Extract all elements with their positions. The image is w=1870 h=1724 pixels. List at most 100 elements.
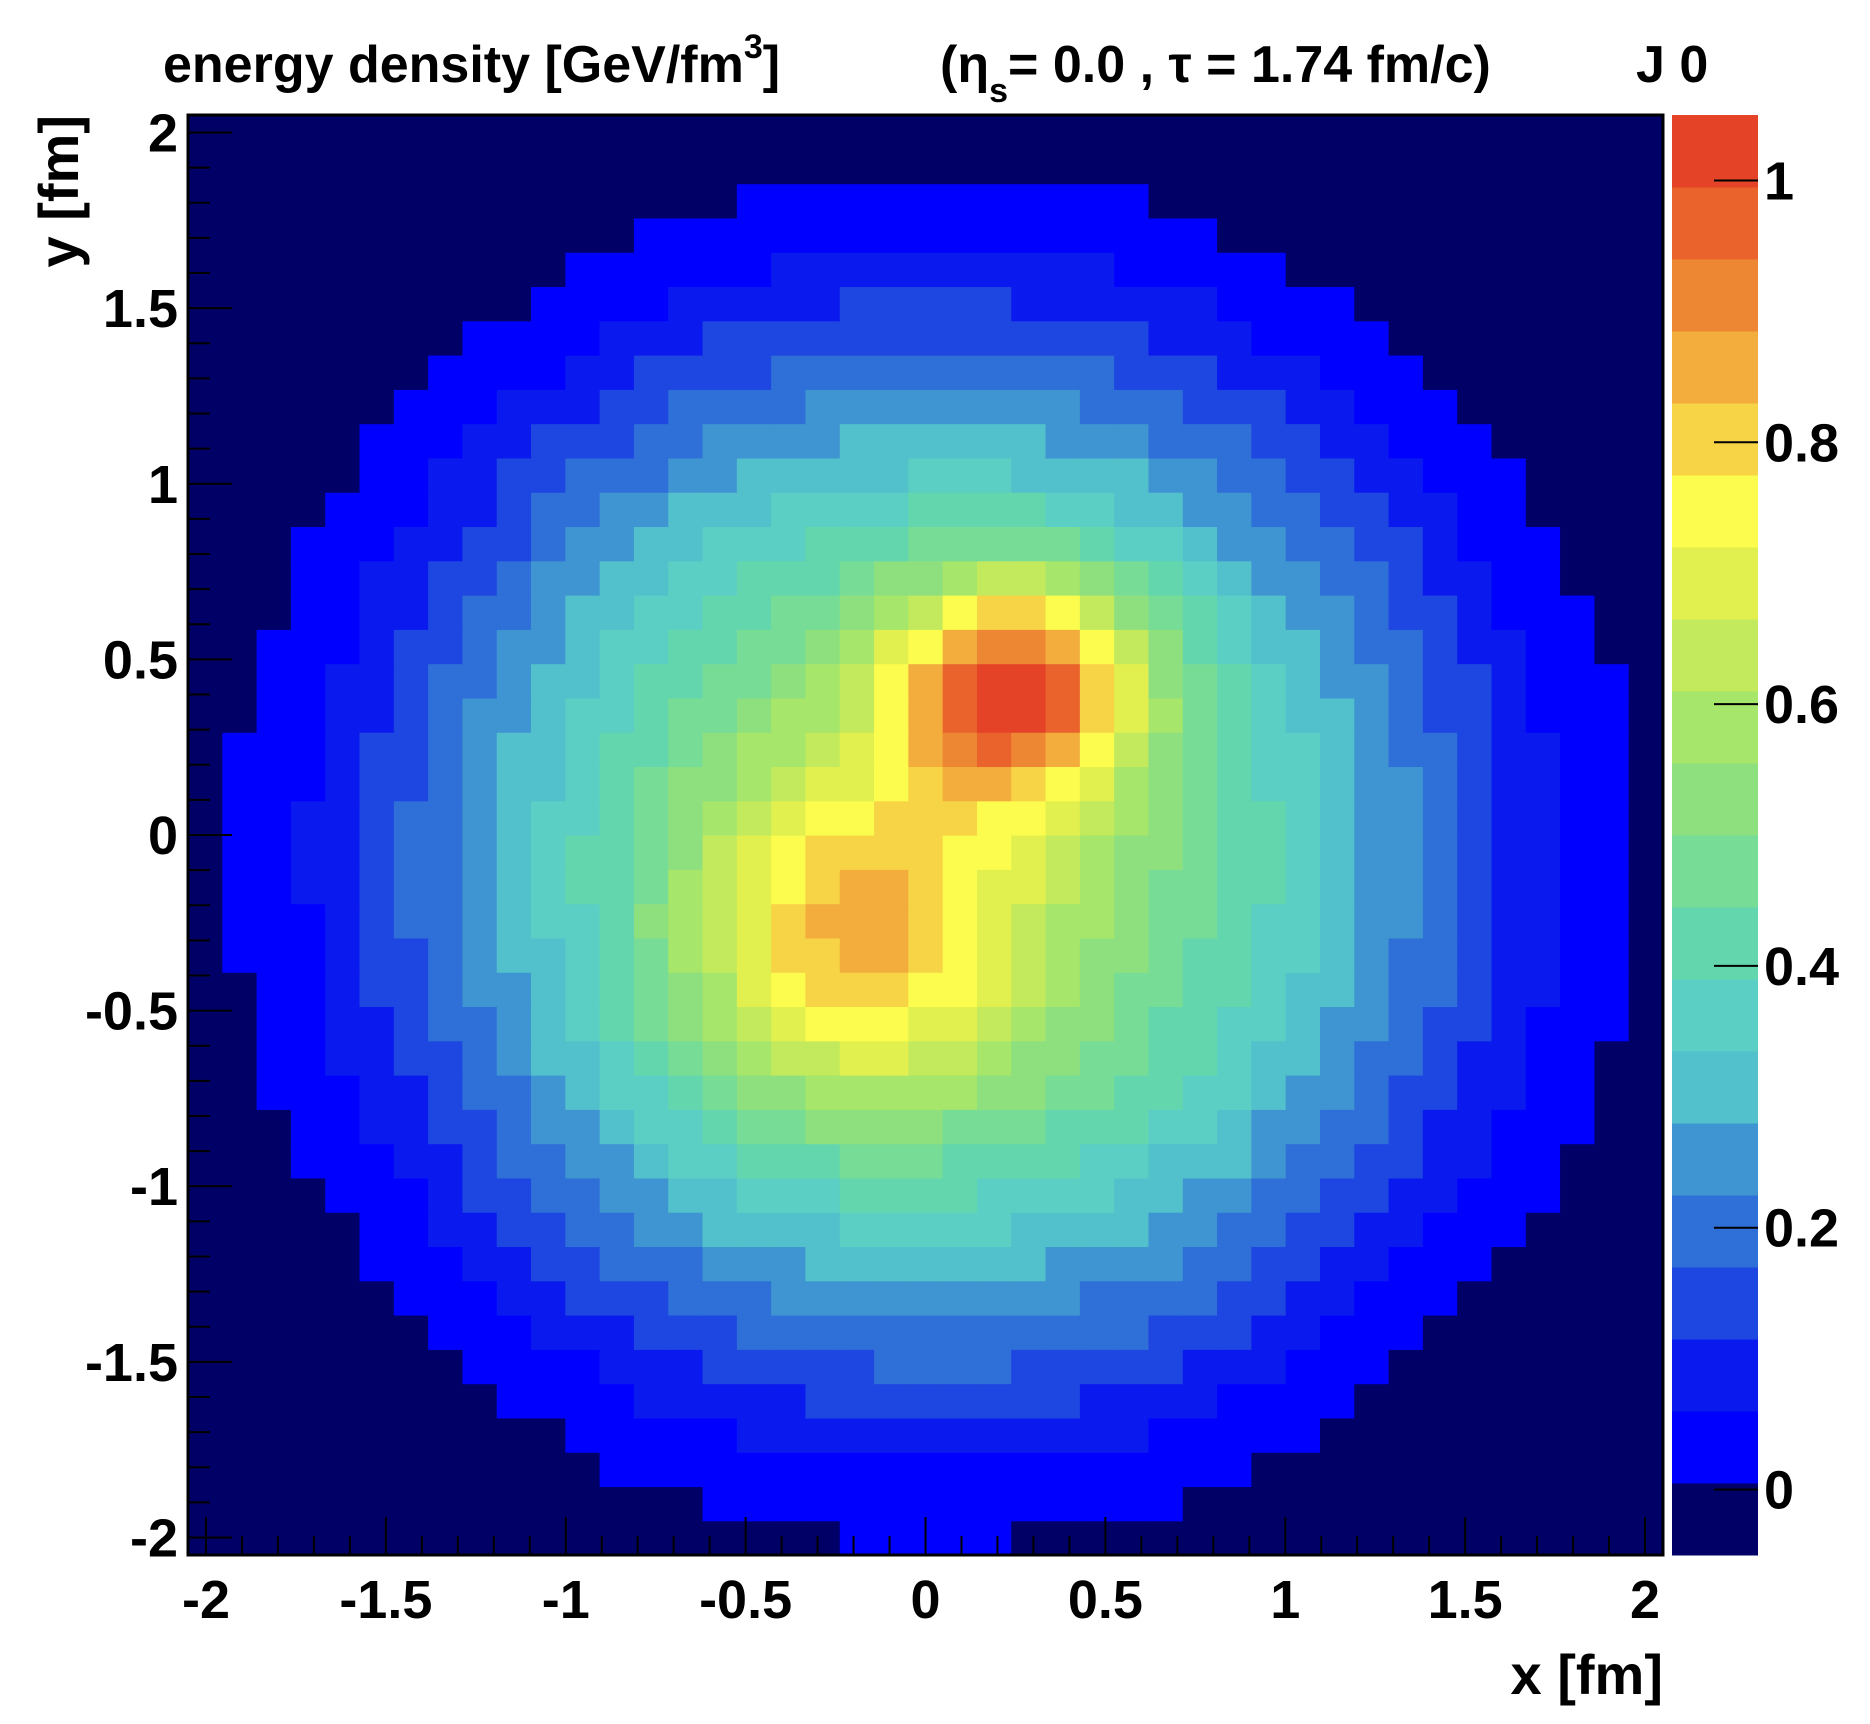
heatmap-cell [565,320,601,356]
colorbar-swatch [1672,1339,1758,1412]
heatmap-cell [1251,389,1287,425]
heatmap-cell [1079,389,1115,425]
heatmap-cell [359,835,395,870]
heatmap-cell [1319,560,1355,596]
heatmap-cell [531,800,566,836]
heatmap-cell [668,526,704,562]
heatmap-cell [1148,320,1184,356]
heatmap-cell [325,217,361,253]
heatmap-cell [1319,1452,1355,1488]
heatmap-cell [1285,663,1321,699]
heatmap-cell [1182,115,1218,150]
heatmap-cell [771,629,807,665]
colorbar-swatch [1672,619,1758,692]
heatmap-cell [805,389,841,425]
heatmap-cell [359,423,395,459]
heatmap-cell [668,766,704,802]
heatmap-cell [1354,595,1390,630]
heatmap-cell [256,732,292,768]
heatmap-cell [1388,183,1424,219]
heatmap-cell [1251,1280,1287,1316]
heatmap-cell [222,1452,258,1488]
heatmap-cell [942,320,978,356]
heatmap-cell [702,1212,738,1248]
title-eta-symbol: η [957,36,989,94]
heatmap-cell [1217,1177,1252,1213]
heatmap-cell [942,1109,978,1145]
heatmap-cell [874,663,909,699]
heatmap-cell [976,560,1012,596]
heatmap-cell [1045,800,1081,836]
heatmap-cell [1319,732,1355,768]
heatmap-cell [565,1520,601,1556]
heatmap-cell [908,252,944,288]
heatmap-cell [1045,1520,1081,1556]
heatmap-cell [599,1177,635,1213]
heatmap-cell [531,389,566,425]
heatmap-cell [805,1280,841,1316]
x-tick-label: 1.5 [1428,1570,1503,1630]
heatmap-cell [222,1177,258,1213]
heatmap-cell [290,423,326,459]
heatmap-cell [1560,1349,1595,1385]
heatmap-cell [462,595,498,630]
heatmap-cell [1525,492,1561,528]
heatmap-cell [736,1143,772,1179]
heatmap-cell [1491,1520,1527,1556]
heatmap-cell [908,835,944,870]
heatmap-cell [1457,149,1493,185]
heatmap-cell [839,355,875,390]
heatmap-cell [565,1452,601,1488]
heatmap-cell [1011,1212,1047,1248]
heatmap-cell [1217,149,1252,185]
heatmap-cell [976,1315,1012,1350]
heatmap-cell [1319,1143,1355,1179]
heatmap-cell [359,1280,395,1316]
heatmap-cell [1182,457,1218,493]
heatmap-cell [1560,355,1595,390]
heatmap-cell [736,1452,772,1488]
heatmap-cell [1319,869,1355,905]
heatmap-cell [290,1417,326,1453]
heatmap-cell [1079,183,1115,219]
heatmap-cell [668,629,704,665]
heatmap-cell [1148,389,1184,425]
heatmap-cell [325,869,361,905]
heatmap-cell [1457,1486,1493,1522]
heatmap-cell [256,217,292,253]
heatmap-cell [1079,492,1115,528]
heatmap-cell [1525,1520,1561,1556]
heatmap-cell [599,732,635,768]
heatmap-cell [839,629,875,665]
heatmap-cell [1388,1109,1424,1145]
heatmap-cell [1354,1040,1390,1076]
heatmap-cell [1457,355,1493,390]
heatmap-cell [702,937,738,973]
heatmap-cell [1594,869,1630,905]
heatmap-cell [428,149,464,185]
heatmap-cell [805,1212,841,1248]
heatmap-cell [1319,526,1355,562]
heatmap-cell [1491,115,1527,150]
heatmap-cell [1285,937,1321,973]
y-tick-label: 1 [148,455,178,515]
heatmap-cell [290,149,326,185]
heatmap-cell [805,903,841,939]
heatmap-cell [1525,1143,1561,1179]
heatmap-cell [1354,937,1390,973]
heatmap-cell [1525,355,1561,390]
heatmap-cell [256,423,292,459]
heatmap-cell [1457,595,1493,630]
heatmap-cell [325,457,361,493]
heatmap-cell [1011,1452,1047,1488]
heatmap-cell [1182,560,1218,596]
heatmap-cell [325,1452,361,1488]
heatmap-cell [393,766,429,802]
heatmap-cell [1491,320,1527,356]
heatmap-cell [222,183,258,219]
heatmap-cell [976,835,1012,870]
heatmap-cell [428,1417,464,1453]
heatmap-cell [702,1417,738,1453]
heatmap-cell [359,492,395,528]
heatmap-cell [428,355,464,390]
